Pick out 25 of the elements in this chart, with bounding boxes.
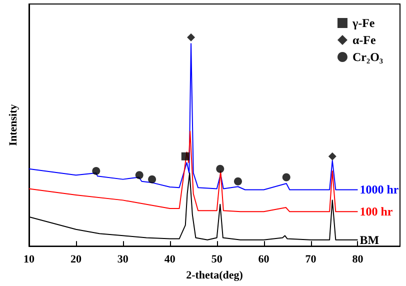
x-tick-label: 10 — [24, 254, 35, 266]
legend-label: γ-Fe — [351, 16, 376, 30]
x-tick-label: 20 — [70, 254, 82, 266]
point — [234, 177, 242, 186]
legend-label: Cr₂O₃ — [352, 50, 384, 64]
point — [282, 173, 290, 182]
x-tick-label: 70 — [305, 254, 317, 266]
x-tick-label: 60 — [258, 254, 270, 266]
series-label: 100 hr — [360, 204, 394, 219]
x-tick-label: 50 — [211, 254, 223, 266]
point — [181, 152, 190, 160]
point — [328, 152, 336, 160]
y-axis-title: Intensity — [8, 104, 20, 146]
point — [135, 171, 144, 180]
point — [216, 164, 224, 173]
x-tick-label: 30 — [117, 254, 129, 266]
point — [92, 166, 100, 175]
x-tick-label: 80 — [352, 254, 364, 266]
legend-label: α-Fe — [352, 33, 376, 47]
point — [148, 175, 156, 184]
x-tick-label: 40 — [164, 254, 176, 266]
series-label: BM — [360, 232, 380, 247]
point — [187, 33, 196, 42]
series-label: 1000 hr — [360, 182, 400, 197]
x-axis-title: 2-theta(deg) — [186, 270, 244, 282]
